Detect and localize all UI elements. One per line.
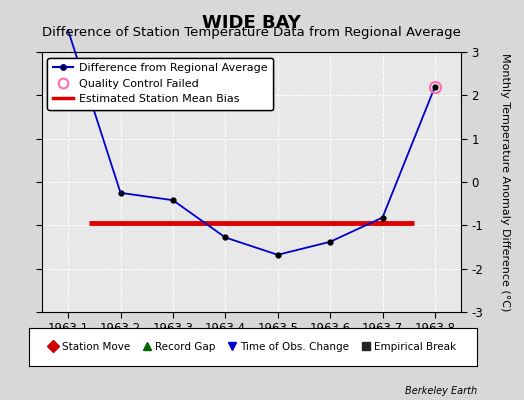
Y-axis label: Monthly Temperature Anomaly Difference (°C): Monthly Temperature Anomaly Difference (… — [500, 53, 510, 311]
Text: Berkeley Earth: Berkeley Earth — [405, 386, 477, 396]
Text: WIDE BAY: WIDE BAY — [202, 14, 301, 32]
Legend: Difference from Regional Average, Quality Control Failed, Estimated Station Mean: Difference from Regional Average, Qualit… — [48, 58, 273, 110]
Text: Difference of Station Temperature Data from Regional Average: Difference of Station Temperature Data f… — [42, 26, 461, 39]
Legend: Station Move, Record Gap, Time of Obs. Change, Empirical Break: Station Move, Record Gap, Time of Obs. C… — [45, 338, 461, 356]
